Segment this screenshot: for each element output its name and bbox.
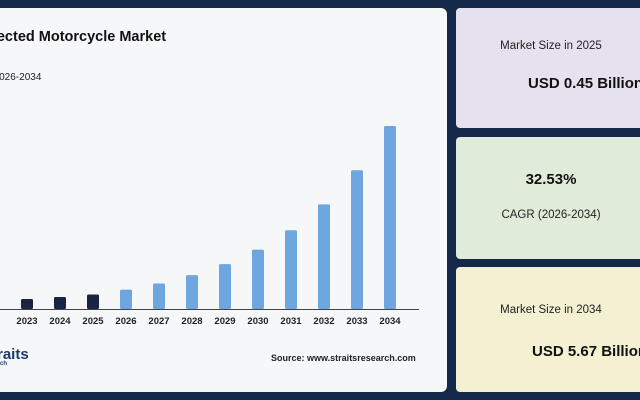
bar-chart: 2220232024202520262027202820292030203120… <box>0 126 419 327</box>
x-tick-label: 2029 <box>214 316 235 327</box>
logo-main-text: Straits <box>0 346 29 363</box>
stat-value: USD 5.67 Billion <box>532 343 640 360</box>
bar-2032 <box>318 204 330 309</box>
bar-2033 <box>351 170 363 309</box>
source-text: Source: www.straitsresearch.com <box>271 353 416 363</box>
chart-subtitle: t 2026-2034 <box>0 72 42 83</box>
x-tick-label: 2030 <box>247 316 268 327</box>
x-tick-label: 2026 <box>115 316 136 327</box>
stat-card-market-size-2025: Market Size in 2025 USD 0.45 Billion <box>456 8 640 128</box>
x-tick-label: 2034 <box>379 316 401 327</box>
chart-card: nected Motorcycle Market t 2026-2034 222… <box>0 8 447 392</box>
stat-value: 32.53% <box>525 171 577 188</box>
x-tick-label: 2032 <box>313 316 334 327</box>
bar-2024 <box>54 297 66 309</box>
bar-2030 <box>252 249 264 309</box>
stat-label: CAGR (2026-2034) <box>501 209 601 221</box>
stat-value: USD 0.45 Billion <box>528 75 640 92</box>
x-tick-label: 2027 <box>148 316 169 327</box>
bar-2028 <box>186 275 198 309</box>
stat-label: Market Size in 2034 <box>500 304 602 316</box>
x-tick-label: 2025 <box>82 316 104 327</box>
logo-sub-text: research <box>0 361 8 367</box>
bar-2029 <box>219 264 231 309</box>
chart-title: nected Motorcycle Market <box>0 29 167 45</box>
x-tick-label: 2031 <box>280 316 302 327</box>
x-tick-label: 2028 <box>181 316 202 327</box>
stat-card-cagr: 32.53% CAGR (2026-2034) <box>456 137 640 259</box>
bar-2025 <box>87 294 99 309</box>
bar-2026 <box>120 289 132 309</box>
bar-2031 <box>285 230 297 309</box>
bar-2023 <box>21 298 33 309</box>
x-tick-label: 2023 <box>16 316 37 327</box>
straits-logo: Straits research <box>0 346 29 367</box>
x-tick-label: 2024 <box>49 316 71 327</box>
x-tick-label: 2033 <box>346 316 367 327</box>
bar-2027 <box>153 283 165 309</box>
stat-card-market-size-2034: Market Size in 2034 USD 5.67 Billion <box>456 267 640 392</box>
stat-label: Market Size in 2025 <box>500 40 602 52</box>
bar-2034 <box>384 126 396 309</box>
